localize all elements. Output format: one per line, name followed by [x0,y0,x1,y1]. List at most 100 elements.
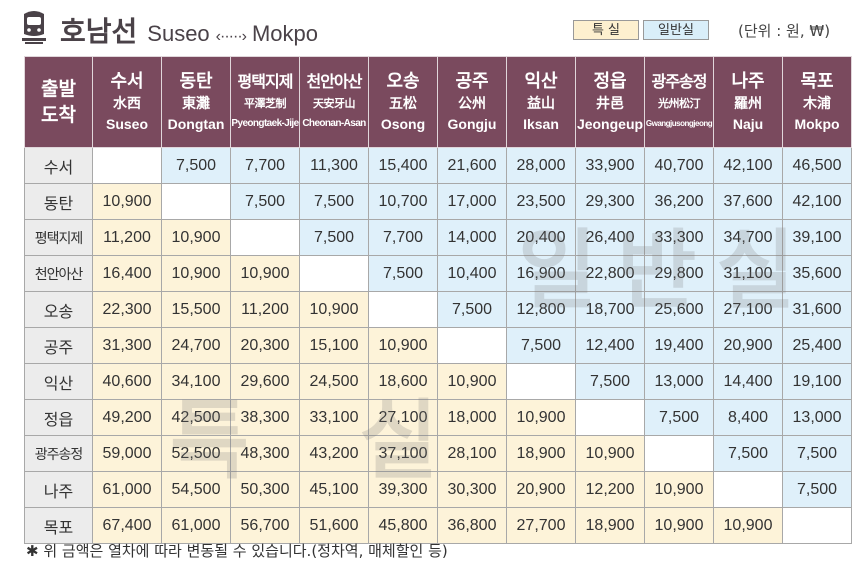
fare-cell [506,363,576,400]
fare-cell: 10,900 [506,399,576,436]
station-name-hanja: 益山 [527,96,555,112]
station-header: 공주 公州 Gongju [437,56,507,148]
fare-cell: 33,100 [299,399,369,436]
fare-cell: 10,900 [437,363,507,400]
fare-cell: 20,300 [230,327,300,364]
station-name-en: Gwangjusongjeong [645,119,713,128]
page-title: 호남선 Suseo ‹·····› Mokpo [60,10,318,50]
table-row: 나주 61,000 54,500 50,300 45,100 39,300 30,300 20… [24,471,852,508]
fare-cell: 31,100 [713,255,783,292]
fare-cell: 15,500 [161,291,231,328]
fare-cell: 24,700 [161,327,231,364]
table-row: 동탄 10,900 7,500 7,500 10,700 17,000 23,500 29,3… [24,183,852,220]
fare-cell: 33,900 [575,147,645,184]
fare-cell: 13,000 [782,399,852,436]
fare-cell: 34,100 [161,363,231,400]
fare-cell: 11,200 [92,219,162,256]
station-name-en: Iksan [523,116,559,132]
fare-cell: 49,200 [92,399,162,436]
fare-cell: 20,900 [506,471,576,508]
fare-cell: 27,700 [506,507,576,544]
fare-cell: 27,100 [713,291,783,328]
station-name-ko: 동탄 [179,71,213,92]
table-row: 목포 67,400 61,000 56,700 51,600 45,800 36,800 27… [24,507,852,544]
fare-cell: 36,200 [644,183,714,220]
row-station-label: 정읍 [24,399,93,436]
fare-cell: 21,600 [437,147,507,184]
table-row: 수서 7,500 7,700 11,300 15,400 21,600 28,000 33,9… [24,147,852,184]
row-station-label: 동탄 [24,183,93,220]
fare-cell: 51,600 [299,507,369,544]
fare-cell [575,399,645,436]
fare-cell [437,327,507,364]
fare-cell: 29,300 [575,183,645,220]
fare-cell: 30,300 [437,471,507,508]
fare-cell: 19,100 [782,363,852,400]
fare-cell: 45,800 [368,507,438,544]
fare-cell: 8,400 [713,399,783,436]
fare-cell: 10,900 [299,291,369,328]
fare-cell: 29,600 [230,363,300,400]
route-label: Suseo ‹·····› Mokpo [147,21,318,47]
fare-cell [161,183,231,220]
station-name-hanja: 羅州 [734,96,762,112]
row-station-label: 평택지제 [24,219,93,256]
fare-cell: 7,500 [368,255,438,292]
fare-cell: 31,600 [782,291,852,328]
fare-cell: 7,700 [368,219,438,256]
title-korean: 호남선 [60,15,138,48]
fare-cell: 10,700 [368,183,438,220]
fare-table: 출발 도착 수서 水西 Suseo 동탄 東灘 Dongtan 평택지제 平澤芝制 Pyeong… [24,56,852,544]
fare-cell: 11,300 [299,147,369,184]
station-name-en: Cheonan-Asan [302,118,366,129]
fare-cell: 35,600 [782,255,852,292]
fare-cell: 20,400 [506,219,576,256]
row-station-label: 공주 [24,327,93,364]
fare-cell: 23,500 [506,183,576,220]
table-row: 평택지제 11,200 10,900 7,500 7,700 14,000 20,400 26… [24,219,852,256]
fare-cell: 7,500 [299,183,369,220]
row-station-label: 천안아산 [24,255,93,292]
fare-cell: 18,600 [368,363,438,400]
fare-cell: 7,500 [437,291,507,328]
fare-cell: 14,000 [437,219,507,256]
route-origin: Suseo [147,21,210,46]
fare-cell: 7,500 [506,327,576,364]
train-icon [22,11,46,44]
fare-cell: 7,500 [644,399,714,436]
station-name-hanja: 水西 [113,96,141,112]
row-station-label: 오송 [24,291,93,328]
station-name-en: Osong [380,116,426,132]
fare-cell: 28,000 [506,147,576,184]
station-name-ko: 수서 [110,71,144,92]
row-station-label: 수서 [24,147,93,184]
station-name-ko: 공주 [455,71,489,92]
station-header: 익산 益山 Iksan [506,56,576,148]
fare-cell: 48,300 [230,435,300,472]
fare-cell [368,291,438,328]
fare-cell: 28,100 [437,435,507,472]
departure-label: 출발 [41,78,76,100]
fare-cell: 10,900 [368,327,438,364]
station-header: 광주송정 光州松汀 Gwangjusongjeong [644,56,714,148]
fare-cell [713,471,783,508]
fare-cell: 39,100 [782,219,852,256]
fare-cell: 31,300 [92,327,162,364]
route-destination: Mokpo [251,21,319,46]
fare-cell: 40,600 [92,363,162,400]
fare-cell: 52,500 [161,435,231,472]
station-name-en: Jeongeup [576,116,644,132]
table-row: 정읍 49,200 42,500 38,300 33,100 27,100 18,000 10… [24,399,852,436]
fare-cell: 42,500 [161,399,231,436]
fare-cell: 13,000 [644,363,714,400]
unit-label: (단위 : 원, ₩) [738,22,831,40]
station-name-hanja: 光州松汀 [658,97,701,110]
station-header: 목포 木浦 Mokpo [782,56,852,148]
fare-cell: 15,100 [299,327,369,364]
title-bar: 호남선 Suseo ‹·····› Mokpo 특 실 일반실 (단위 : 원, ₩… [0,0,863,56]
station-name-hanja: 天安牙山 [313,97,356,110]
route-arrow-icon: ‹·····› [215,28,247,45]
fare-cell: 27,100 [368,399,438,436]
fare-cell: 61,000 [161,507,231,544]
fare-cell: 10,900 [230,255,300,292]
